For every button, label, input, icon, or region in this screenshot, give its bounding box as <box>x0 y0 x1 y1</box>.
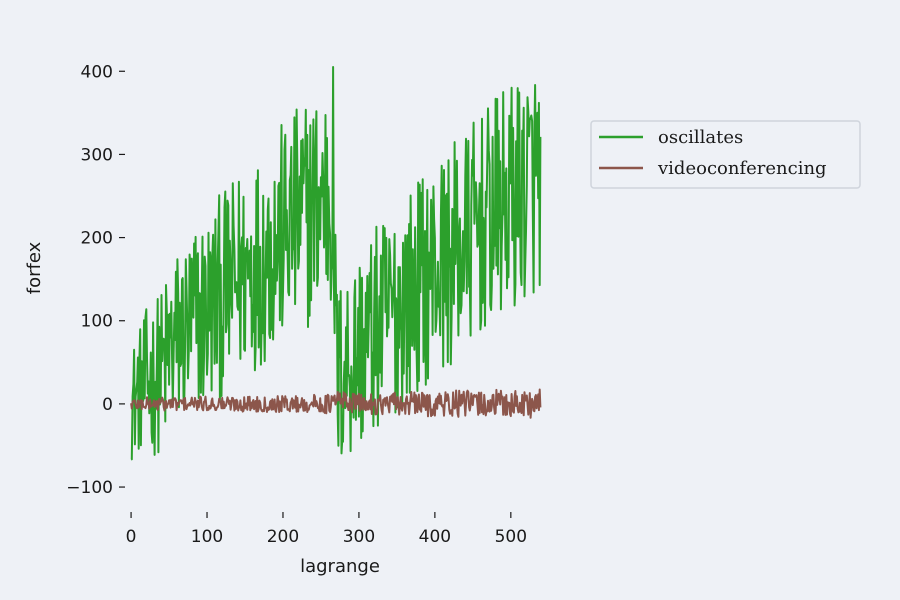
y-tick-label: 100 <box>81 312 113 332</box>
y-tick-label: −100 <box>66 478 113 498</box>
x-tick-label: 500 <box>495 527 527 547</box>
x-tick-label: 200 <box>267 527 299 547</box>
y-axis-label: forfex <box>24 241 45 294</box>
legend: oscillates videoconferencing <box>590 120 861 189</box>
x-axis: 0 100 200 300 400 500 <box>126 512 527 547</box>
legend-label-oscillates: oscillates <box>658 127 743 148</box>
y-axis: −100 0 100 200 300 400 <box>66 62 125 498</box>
y-tick-label: 300 <box>81 145 113 165</box>
legend-box <box>590 120 861 189</box>
x-tick-label: 400 <box>419 527 451 547</box>
y-tick-label: 0 <box>102 395 113 415</box>
x-tick-label: 300 <box>343 527 375 547</box>
legend-label-videoconferencing: videoconferencing <box>657 158 827 179</box>
y-tick-label: 200 <box>81 229 113 249</box>
y-tick-label: 400 <box>81 62 113 82</box>
plot-area <box>130 66 542 461</box>
x-tick-label: 100 <box>191 527 223 547</box>
x-axis-label: lagrange <box>300 556 380 577</box>
series-line-videoconferencing <box>130 388 542 419</box>
x-tick-label: 0 <box>126 527 137 547</box>
series-line-oscillates <box>130 66 542 461</box>
